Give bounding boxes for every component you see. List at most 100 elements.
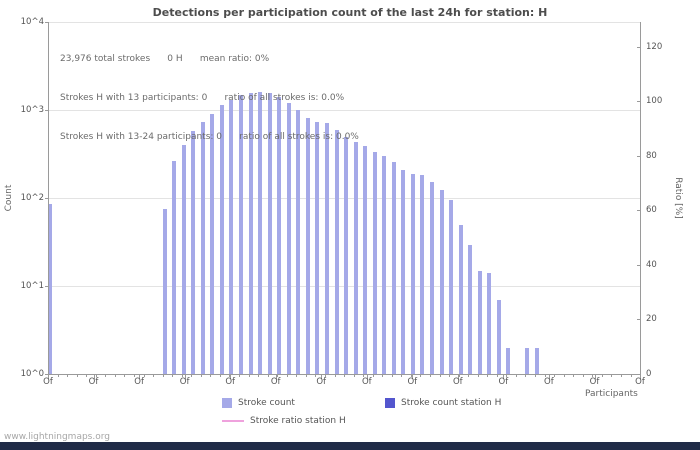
stroke-count-bar (410, 174, 415, 374)
x-minor-tick (535, 375, 536, 377)
chart-title: Detections per participation count of th… (152, 6, 548, 19)
stroke-count-bar (439, 190, 444, 374)
x-minor-tick (296, 375, 298, 377)
x-minor-tick (324, 375, 326, 377)
x-minor-tick (286, 375, 288, 377)
x-major-tick (275, 375, 277, 379)
stroke-count-bar (458, 225, 463, 374)
x-minor-tick (382, 375, 384, 377)
stats-annotation: 23,976 total strokes 0 H mean ratio: 0% … (60, 27, 359, 170)
x-tick-label: Of (589, 377, 600, 387)
x-minor-tick (315, 375, 317, 377)
legend-item-stroke-count: Stroke count (222, 398, 295, 408)
x-minor-tick (420, 375, 422, 377)
x-minor-tick (372, 375, 374, 377)
x-minor-tick (573, 375, 575, 377)
stroke-count-bar (535, 348, 539, 374)
x-major-tick (48, 375, 49, 379)
x-minor-tick (143, 375, 145, 377)
stroke-count-bar (229, 100, 234, 374)
x-minor-tick (133, 375, 135, 377)
x-major-tick (93, 375, 95, 379)
x-minor-tick (239, 375, 240, 377)
stroke-count-bar (258, 92, 263, 374)
stroke-count-bar (267, 93, 272, 374)
x-tick-label: Of (225, 377, 236, 387)
x-minor-tick (267, 375, 269, 377)
stroke-count-bar (468, 245, 473, 374)
x-major-tick (366, 375, 368, 379)
x-minor-tick (114, 375, 116, 377)
x-minor-tick (334, 375, 336, 377)
stroke-count-bar (181, 145, 186, 374)
stroke-count-bar (324, 123, 329, 374)
y-right-tick (637, 47, 641, 48)
x-major-tick (503, 375, 505, 379)
x-minor-tick (277, 375, 279, 377)
x-minor-tick (439, 375, 441, 377)
stroke-count-bar (277, 97, 282, 374)
legend-label-stroke-ratio-station: Stroke ratio station H (250, 416, 346, 426)
y-left-tick-label: 10^4 (20, 17, 44, 27)
x-major-tick (321, 375, 323, 379)
y-right-tick-label: 60 (646, 205, 657, 215)
x-tick-label: Of (498, 377, 509, 387)
x-minor-tick (210, 375, 212, 377)
x-major-tick (640, 375, 641, 379)
x-minor-tick (487, 375, 489, 377)
x-tick-label: Of (407, 377, 418, 387)
legend-label-stroke-count-station: Stroke count station H (401, 398, 502, 408)
x-tick-label: Of (88, 377, 99, 387)
x-minor-tick (162, 375, 164, 377)
stroke-count-bar (210, 114, 215, 374)
y-right-tick (637, 265, 641, 266)
y-left-tick (45, 286, 48, 287)
y-left-tick (45, 110, 48, 111)
stroke-count-bar (382, 156, 387, 374)
stroke-count-swatch-icon (222, 398, 232, 408)
stroke-count-bar (219, 105, 224, 374)
x-minor-tick (506, 375, 508, 377)
x-minor-tick (525, 375, 527, 377)
stroke-count-bar (477, 271, 482, 374)
y-right-tick-label: 40 (646, 260, 657, 270)
x-major-tick (184, 375, 186, 379)
stroke-count-station-swatch-icon (385, 398, 395, 408)
x-minor-tick (496, 375, 498, 377)
stroke-count-bar (200, 122, 205, 374)
x-minor-tick (468, 375, 470, 377)
legend-label-stroke-count: Stroke count (238, 398, 295, 408)
stroke-count-bar (420, 175, 425, 374)
stroke-count-bar (248, 93, 253, 374)
stroke-count-bar (286, 103, 291, 374)
x-major-tick (412, 375, 414, 379)
x-axis-title: Participants (585, 389, 638, 399)
y-left-tick-label: 10^2 (20, 193, 44, 203)
x-tick-label: Of (544, 377, 554, 387)
stroke-count-bar (372, 152, 377, 374)
x-tick-label: Of (43, 377, 53, 387)
stroke-count-bar (401, 170, 406, 374)
y-left-tick-label: 10^1 (20, 281, 44, 291)
x-minor-tick (344, 375, 345, 377)
y-left-tick (45, 198, 48, 199)
legend-item-stroke-ratio-station: Stroke ratio station H (222, 416, 346, 426)
stroke-count-bar (334, 130, 339, 374)
y-axis-right-line (640, 22, 641, 375)
x-minor-tick (305, 375, 307, 377)
watermark: www.lightningmaps.org (4, 432, 110, 442)
x-tick-label: Of (179, 377, 190, 387)
x-minor-tick (611, 375, 613, 377)
x-minor-tick (353, 375, 355, 377)
stroke-count-bar (191, 131, 196, 374)
stats-line-3: Strokes H with 13-24 participants: 0 rat… (60, 132, 359, 142)
y-left-tick (45, 374, 48, 375)
x-major-tick (594, 375, 596, 379)
x-minor-tick (554, 375, 556, 377)
x-minor-tick (229, 375, 231, 377)
x-minor-tick (172, 375, 174, 377)
x-minor-tick (449, 375, 450, 377)
x-tick-label: Of (270, 377, 281, 387)
gridline (48, 22, 640, 23)
